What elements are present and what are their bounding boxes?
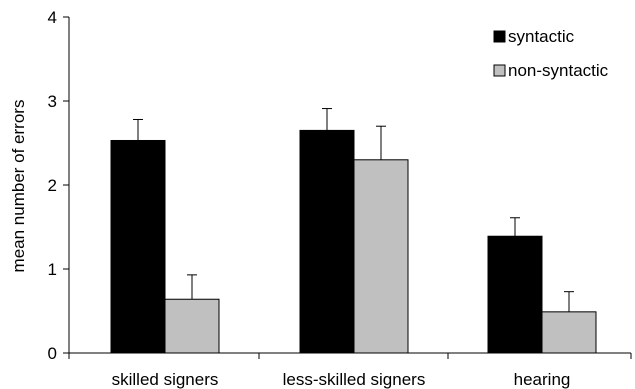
legend-label: syntactic xyxy=(508,27,575,46)
bar-non-syntactic xyxy=(541,311,597,354)
y-tick-label: 2 xyxy=(48,176,57,195)
error-bars-group xyxy=(133,108,574,312)
y-tick-label: 1 xyxy=(48,260,57,279)
bar-syntactic xyxy=(110,139,166,354)
y-axis-title: mean number of errors xyxy=(9,100,28,273)
y-tick-label: 0 xyxy=(48,344,57,363)
bar-syntactic xyxy=(487,235,543,354)
y-axis: 0 1 2 3 4 xyxy=(48,8,70,363)
legend-swatch xyxy=(493,64,506,77)
x-axis: skilled signers less-skilled signers heari… xyxy=(68,352,632,389)
legend-label: non-syntactic xyxy=(508,61,609,80)
bars-group xyxy=(110,129,597,354)
y-tick-label: 3 xyxy=(48,92,57,111)
bar-non-syntactic xyxy=(164,298,220,354)
legend: syntactic non-syntactic xyxy=(493,27,609,80)
y-tick-label: 4 xyxy=(48,8,57,27)
bar-syntactic xyxy=(299,129,355,354)
bar-non-syntactic xyxy=(353,159,409,354)
x-category-label: less-skilled signers xyxy=(283,370,426,389)
x-category-label: hearing xyxy=(514,370,571,389)
legend-swatch xyxy=(493,30,506,43)
x-category-label: skilled signers xyxy=(112,370,219,389)
